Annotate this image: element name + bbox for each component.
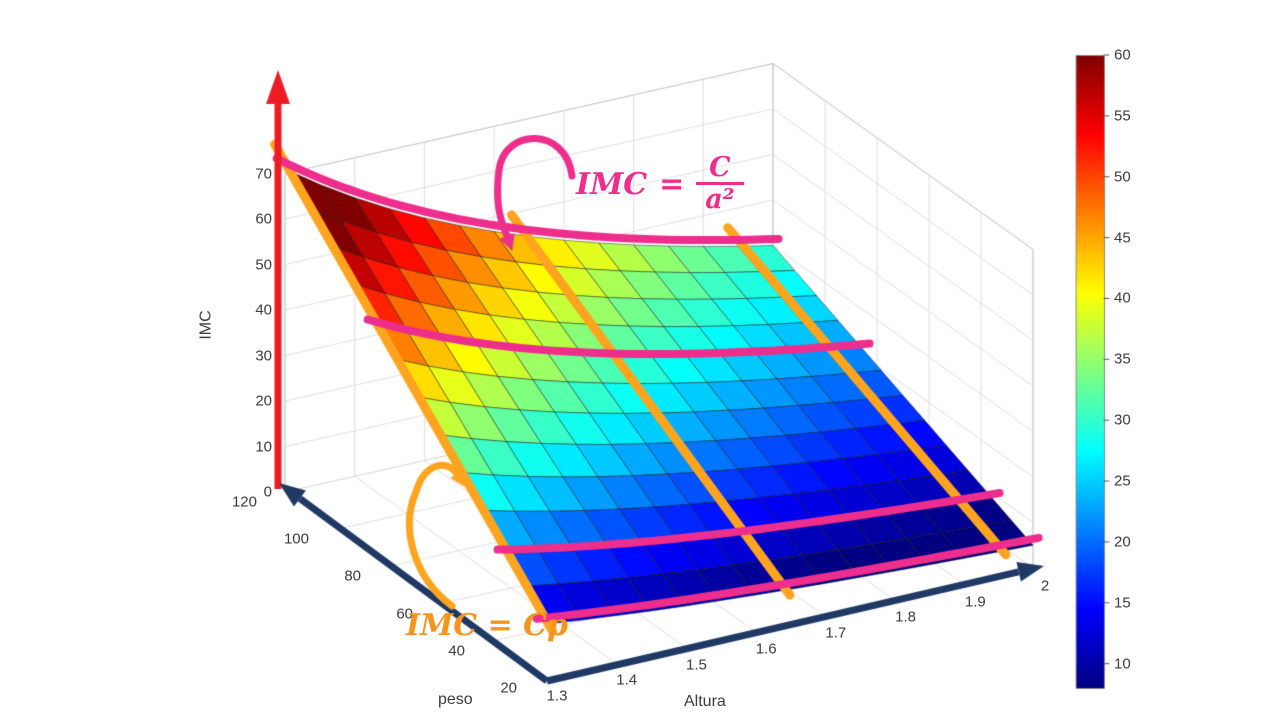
pink-formula-annotation: IMC = C a²	[576, 152, 744, 215]
z-axis-label: IMC	[197, 310, 215, 340]
fraction: C a²	[696, 152, 744, 215]
formula-lhs: IMC	[576, 166, 648, 202]
x-axis-label: Altura	[684, 693, 726, 710]
equals-sign: =	[659, 166, 685, 202]
fraction-denominator: a²	[696, 182, 744, 214]
fraction-numerator: C	[709, 152, 731, 183]
orange-formula-text: IMC = Cp	[406, 608, 568, 643]
orange-formula-annotation: IMC = Cp	[406, 608, 568, 643]
y-axis-label: peso	[438, 691, 473, 708]
